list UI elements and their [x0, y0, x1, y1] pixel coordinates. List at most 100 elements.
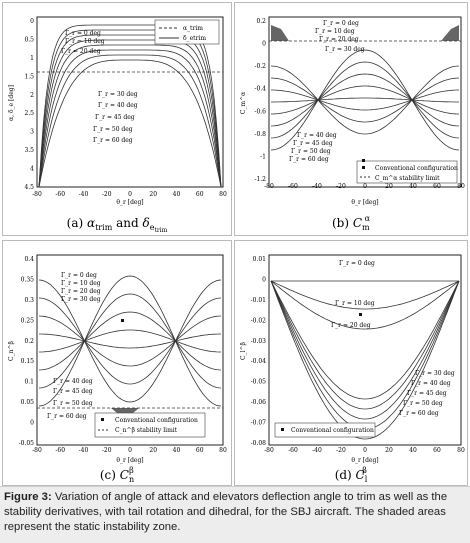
panel-b-curve-label: Γ_r = 50 deg — [291, 148, 331, 155]
panel-a: Γ_r = 0 deg Γ_r = 10 deg Γ_r = 20 deg Γ_… — [2, 2, 232, 236]
curve — [38, 54, 222, 188]
curve — [270, 61, 460, 139]
curve — [39, 333, 221, 349]
x-tick-label: -40 — [79, 447, 89, 454]
panel-c-legend: C_n^β stability limit — [115, 427, 178, 434]
x-tick-label: 60 — [196, 191, 204, 198]
x-tick-label: -80 — [32, 447, 42, 454]
panel-d: Γ_r = 0 deg Γ_r = 10 deg Γ_r = 20 deg Γ_… — [234, 240, 468, 486]
x-tick-label: 60 — [433, 447, 441, 454]
y-tick-label: 2.5 — [24, 110, 34, 117]
curve — [38, 39, 222, 188]
panel-a-curve-label: Γ_r = 50 deg — [93, 126, 133, 133]
panel-a-curve-label: Γ_r = 40 deg — [98, 102, 138, 109]
curve — [270, 73, 460, 127]
panel-a-curve-label: Γ_r = 45 deg — [95, 114, 135, 121]
y-tick-label: -0.01 — [251, 297, 266, 304]
x-tick-label: 40 — [409, 447, 417, 454]
y-tick-label: 0.1 — [24, 379, 34, 386]
y-tick-label: -1 — [260, 153, 266, 160]
panel-a-xlabel: θ_r [deg] — [116, 199, 143, 206]
panel-c-curve-label: Γ_r = 45 deg — [53, 388, 93, 395]
panel-d-xlabel: θ_r [deg] — [351, 457, 378, 464]
y-tick-label: 1 — [30, 55, 34, 62]
panel-d-curve-label: Γ_r = 30 deg — [415, 370, 455, 377]
panel-c: Γ_r = 0 deg Γ_r = 10 deg Γ_r = 20 deg Γ_… — [2, 240, 232, 486]
panel-d-legend: Conventional configuration — [291, 427, 374, 434]
panel-b-curve-label: Γ_r = 20 deg — [319, 36, 359, 43]
x-tick-label: -20 — [102, 447, 112, 454]
x-tick-label: -60 — [55, 191, 65, 198]
y-tick-label: 0.5 — [24, 36, 34, 43]
panel-b-legend: Conventional configuration — [375, 165, 458, 172]
panel-c-curve-label: Γ_r = 0 deg — [61, 272, 97, 279]
curve — [38, 275, 222, 407]
x-tick-label: -60 — [288, 447, 298, 454]
panel-d-curve-label: Γ_r = 60 deg — [399, 410, 439, 417]
y-tick-label: 0.35 — [21, 276, 35, 283]
curve — [271, 97, 459, 103]
panel-a-ylabel: α, δ_e [deg] — [8, 85, 15, 121]
x-tick-label: 80 — [219, 447, 227, 454]
y-tick-label: -0.2 — [254, 63, 266, 70]
curve — [270, 280, 460, 330]
y-tick-label: 0 — [262, 276, 266, 283]
curve — [38, 279, 222, 403]
y-tick-label: -0.08 — [251, 440, 267, 447]
y-tick-label: -0.07 — [251, 420, 267, 427]
y-tick-label: -0.6 — [254, 108, 266, 115]
y-tick-label: 0.15 — [21, 358, 35, 365]
y-tick-label: -0.04 — [251, 358, 267, 365]
y-tick-label: 3.5 — [24, 147, 34, 154]
panel-a-curve-label: Γ_r = 60 deg — [93, 137, 133, 144]
y-tick-label: 0 — [30, 420, 34, 427]
y-tick-label: -0.4 — [254, 86, 266, 93]
panel-a-curve-label: Γ_r = 20 deg — [61, 48, 101, 55]
panel-b-curve-label: Γ_r = 40 deg — [297, 132, 337, 139]
x-tick-label: -60 — [288, 183, 298, 190]
x-tick-label: -40 — [312, 447, 322, 454]
x-tick-label: -80 — [264, 447, 274, 454]
x-tick-label: 40 — [409, 183, 417, 190]
panel-c-curve-label: Γ_r = 40 deg — [53, 378, 93, 385]
panel-d-curve-label: Γ_r = 0 deg — [339, 260, 375, 267]
curve — [270, 280, 460, 420]
x-tick-label: 0 — [128, 191, 132, 198]
panel-d-ylabel: C_l^β — [240, 341, 247, 360]
curve — [38, 315, 222, 367]
y-tick-label: 0.25 — [21, 317, 35, 324]
panel-d-svg: Γ_r = 0 deg Γ_r = 10 deg Γ_r = 20 deg Γ_… — [240, 254, 465, 484]
x-tick-label: 20 — [149, 191, 157, 198]
figure-caption-label: Figure 3: — [4, 491, 52, 503]
y-tick-label: 0 — [30, 18, 34, 25]
x-tick-label: 60 — [196, 447, 204, 454]
panel-d-curve-label: Γ_r = 50 deg — [403, 400, 443, 407]
x-tick-label: -80 — [32, 191, 42, 198]
panel-d-caption: (d) Clβ — [335, 466, 368, 484]
panel-d-curve-label: Γ_r = 20 deg — [331, 322, 371, 329]
panel-c-caption: (c) Cnβ — [100, 466, 134, 484]
panel-b-svg: Γ_r = 0 deg Γ_r = 10 deg Γ_r = 20 deg Γ_… — [240, 16, 465, 232]
y-tick-label: 4.5 — [24, 184, 34, 191]
x-tick-label: 0 — [363, 183, 367, 190]
curve — [38, 293, 222, 389]
x-tick-label: 80 — [457, 447, 465, 454]
panel-c-ylabel: C_n^β — [8, 340, 15, 360]
y-tick-label: -0.06 — [251, 399, 267, 406]
x-tick-label: 60 — [433, 183, 441, 190]
y-tick-label: 0.4 — [24, 256, 34, 263]
y-tick-label: 4 — [30, 166, 34, 173]
x-tick-label: -20 — [336, 447, 346, 454]
panel-c-xlabel: θ_r [deg] — [116, 457, 143, 464]
panel-a-curve-label: Γ_r = 10 deg — [65, 38, 105, 45]
x-tick-label: 40 — [173, 191, 181, 198]
figure-caption: Figure 3: Variation of angle of attack a… — [0, 486, 470, 543]
conventional-point — [121, 319, 124, 322]
panel-d-curve-label: Γ_r = 45 deg — [407, 390, 447, 397]
panel-b-curve-label: Γ_r = 30 deg — [325, 46, 365, 53]
panel-a-curve-label: Γ_r = 0 deg — [65, 30, 101, 37]
x-tick-label: 20 — [385, 447, 393, 454]
y-tick-label: 0 — [262, 41, 266, 48]
x-tick-label: 20 — [149, 447, 157, 454]
figure-caption-text: Variation of angle of attack and elevato… — [4, 491, 448, 533]
